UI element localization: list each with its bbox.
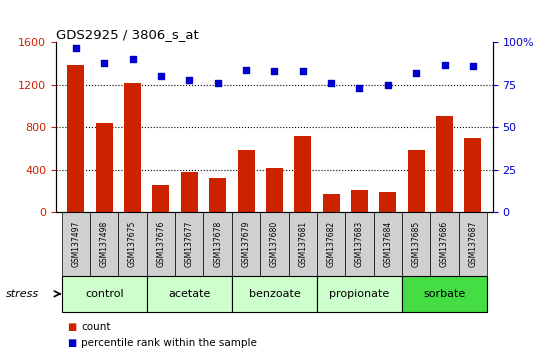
Text: GSM137675: GSM137675 bbox=[128, 221, 137, 268]
Bar bbox=[232, 276, 317, 312]
Point bbox=[440, 62, 449, 67]
Point bbox=[326, 80, 335, 86]
Point bbox=[185, 77, 194, 83]
Bar bbox=[402, 212, 431, 276]
Text: GSM137687: GSM137687 bbox=[469, 221, 478, 267]
Text: sorbate: sorbate bbox=[423, 289, 466, 299]
Point bbox=[298, 69, 307, 74]
Bar bbox=[237, 150, 255, 212]
Point bbox=[213, 80, 222, 86]
Text: benzoate: benzoate bbox=[249, 289, 300, 299]
Text: GSM137686: GSM137686 bbox=[440, 221, 449, 267]
Bar bbox=[203, 212, 232, 276]
Bar bbox=[118, 212, 147, 276]
Point bbox=[355, 86, 364, 91]
Bar bbox=[181, 172, 198, 212]
Point bbox=[412, 70, 421, 76]
Point bbox=[270, 69, 279, 74]
Bar bbox=[346, 212, 374, 276]
Point bbox=[128, 57, 137, 62]
Text: GSM137679: GSM137679 bbox=[241, 221, 250, 268]
Bar bbox=[90, 212, 118, 276]
Text: stress: stress bbox=[6, 289, 39, 299]
Bar bbox=[317, 276, 402, 312]
Bar bbox=[431, 212, 459, 276]
Bar bbox=[67, 65, 85, 212]
Bar bbox=[464, 138, 482, 212]
Point bbox=[100, 60, 109, 66]
Text: GSM137497: GSM137497 bbox=[71, 221, 80, 268]
Bar bbox=[96, 123, 113, 212]
Text: GSM137682: GSM137682 bbox=[326, 221, 335, 267]
Bar bbox=[323, 194, 339, 212]
Bar bbox=[62, 212, 90, 276]
Text: count: count bbox=[81, 322, 111, 332]
Point bbox=[241, 67, 250, 73]
Bar bbox=[62, 276, 147, 312]
Point bbox=[71, 45, 80, 50]
Point bbox=[384, 82, 393, 88]
Bar bbox=[147, 276, 232, 312]
Text: control: control bbox=[85, 289, 124, 299]
Point bbox=[156, 74, 165, 79]
Text: percentile rank within the sample: percentile rank within the sample bbox=[81, 338, 257, 348]
Bar bbox=[317, 212, 346, 276]
Text: GSM137683: GSM137683 bbox=[355, 221, 364, 267]
Bar bbox=[147, 212, 175, 276]
Text: acetate: acetate bbox=[168, 289, 211, 299]
Bar bbox=[459, 212, 487, 276]
Text: ■: ■ bbox=[67, 322, 77, 332]
Text: GDS2925 / 3806_s_at: GDS2925 / 3806_s_at bbox=[56, 28, 199, 41]
Bar bbox=[374, 212, 402, 276]
Bar bbox=[260, 212, 288, 276]
Text: propionate: propionate bbox=[329, 289, 390, 299]
Text: GSM137676: GSM137676 bbox=[156, 221, 165, 268]
Text: GSM137678: GSM137678 bbox=[213, 221, 222, 267]
Bar bbox=[124, 83, 141, 212]
Text: GSM137681: GSM137681 bbox=[298, 221, 307, 267]
Bar bbox=[351, 190, 368, 212]
Bar bbox=[402, 276, 487, 312]
Text: GSM137685: GSM137685 bbox=[412, 221, 421, 267]
Text: GSM137684: GSM137684 bbox=[384, 221, 393, 267]
Bar bbox=[436, 116, 453, 212]
Bar bbox=[209, 178, 226, 212]
Bar bbox=[408, 150, 424, 212]
Text: GSM137498: GSM137498 bbox=[100, 221, 109, 267]
Bar bbox=[266, 168, 283, 212]
Text: GSM137677: GSM137677 bbox=[185, 221, 194, 268]
Bar bbox=[294, 136, 311, 212]
Point bbox=[469, 63, 478, 69]
Bar bbox=[152, 185, 170, 212]
Bar bbox=[379, 192, 396, 212]
Text: ■: ■ bbox=[67, 338, 77, 348]
Bar bbox=[288, 212, 317, 276]
Bar bbox=[175, 212, 203, 276]
Text: GSM137680: GSM137680 bbox=[270, 221, 279, 267]
Bar bbox=[232, 212, 260, 276]
